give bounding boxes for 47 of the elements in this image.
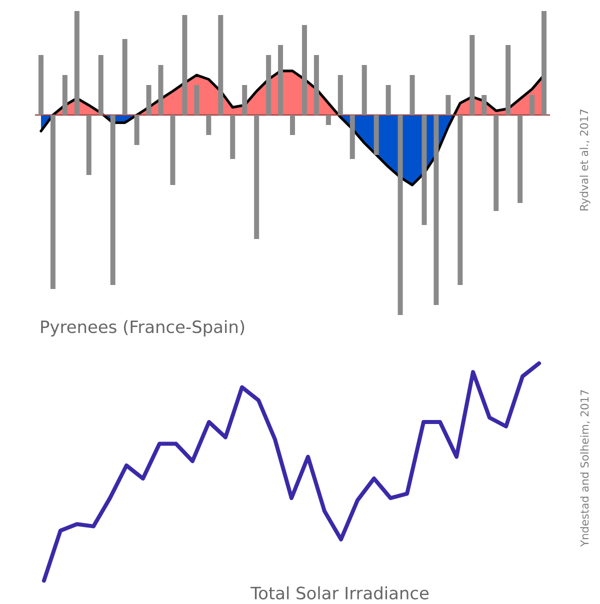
bar <box>314 54 319 115</box>
text: Yndestad and Solheim, 2017 <box>580 390 590 547</box>
bar <box>218 14 224 115</box>
bar <box>530 94 535 115</box>
bar <box>242 84 248 115</box>
bar <box>206 114 212 135</box>
bar <box>122 38 128 115</box>
bar <box>194 84 200 115</box>
bar <box>86 114 92 175</box>
bar <box>266 54 272 115</box>
bar <box>158 64 164 115</box>
bar <box>350 114 355 159</box>
bar <box>74 10 80 115</box>
bar <box>458 114 463 285</box>
bar <box>62 74 68 115</box>
bar <box>410 74 415 115</box>
bar <box>494 114 499 211</box>
bar <box>302 24 307 115</box>
bar <box>290 114 295 135</box>
bar <box>482 94 487 115</box>
bar <box>362 64 367 115</box>
bar <box>374 114 379 155</box>
bar <box>446 94 451 115</box>
bar <box>542 10 547 115</box>
bar <box>278 44 284 115</box>
text: Pyrenees (France-Spain) <box>41 320 244 336</box>
bar <box>434 114 439 305</box>
bar <box>50 114 56 289</box>
bar <box>98 54 104 115</box>
bar <box>398 114 403 315</box>
text: Total Solar Irradiance <box>250 586 429 600</box>
bar <box>110 114 116 285</box>
bar <box>326 114 331 125</box>
bar <box>386 84 391 115</box>
bar <box>254 114 260 239</box>
bar <box>338 74 343 115</box>
bar <box>506 44 511 115</box>
bar <box>518 114 523 203</box>
bar <box>470 34 475 115</box>
bar <box>170 114 176 185</box>
bar <box>146 84 152 115</box>
bar <box>422 114 427 225</box>
bar <box>134 114 140 145</box>
bar <box>182 14 188 115</box>
bar <box>230 114 236 159</box>
bar <box>38 54 44 115</box>
text: Rydval et al., 2017 <box>580 110 590 210</box>
